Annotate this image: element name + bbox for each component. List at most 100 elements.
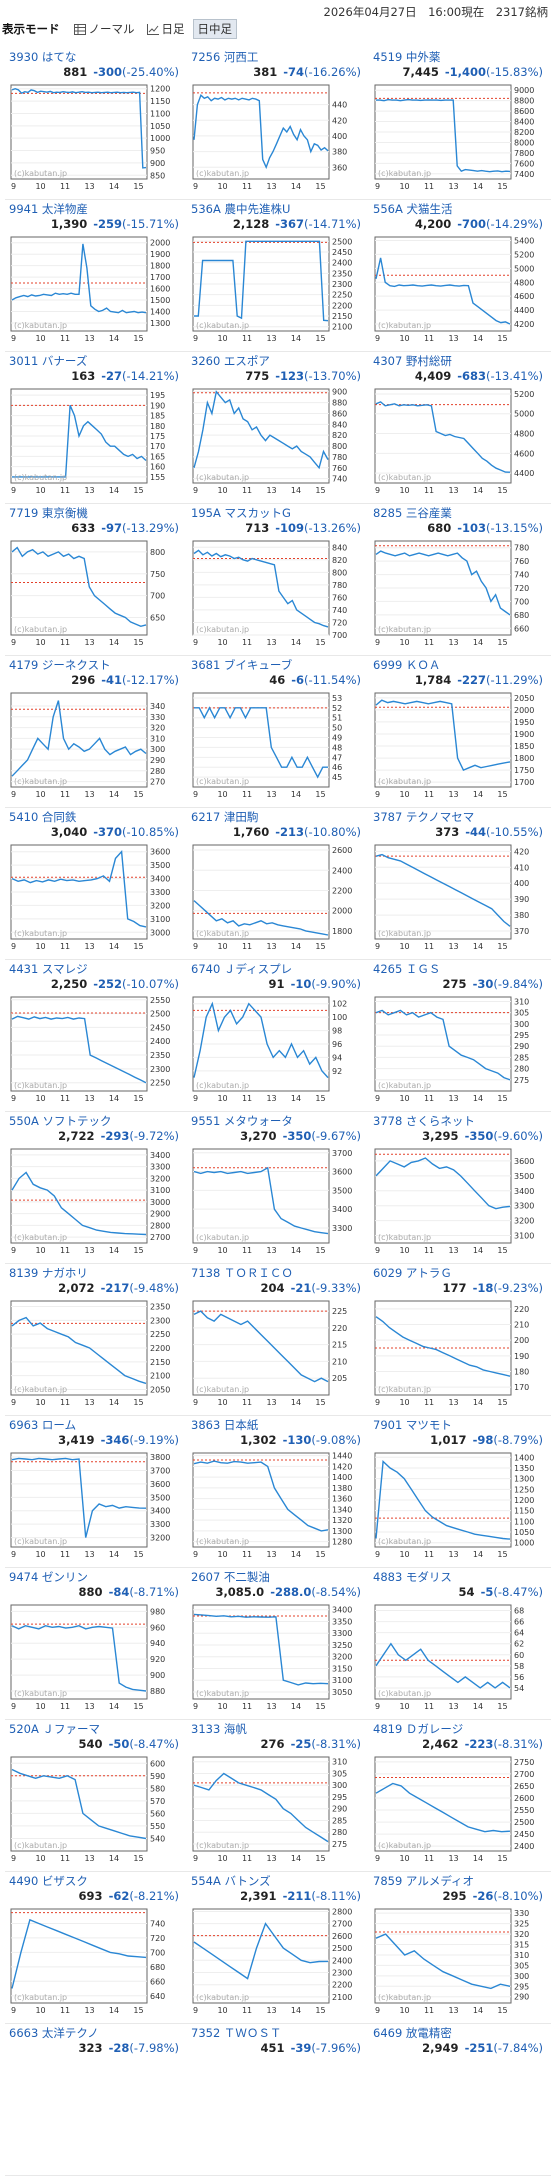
stock-name[interactable]: マツモト	[402, 1418, 452, 1432]
intraday-chart[interactable]: 1200 1150 1100 1050 1000 950 900 850 9 10 11 13 14 15…	[9, 83, 183, 193]
stock-title[interactable]: 4307 野村総研	[373, 353, 452, 369]
stock-name[interactable]: ＴＯＲＩＣＯ	[220, 1266, 293, 1280]
stock-code[interactable]: 7138	[191, 1266, 221, 1280]
stock-code[interactable]: 6963	[9, 1418, 39, 1432]
stock-code[interactable]: 6217	[191, 810, 221, 824]
stock-title[interactable]: 4179 ジーネクスト	[9, 657, 111, 673]
stock-code[interactable]: 3260	[191, 354, 221, 368]
stock-code[interactable]: 3681	[191, 658, 221, 672]
intraday-chart[interactable]: 800 750 700 650 9 10 11 13 14 15 (c)kabutan.jp	[9, 539, 183, 649]
stock-name[interactable]: 三谷産業	[402, 506, 452, 520]
stock-code[interactable]: 9941	[9, 202, 39, 216]
intraday-chart[interactable]: 310 305 300 295 290 285 280 275 9 10 11 13 14 15 (c)ka…	[373, 995, 547, 1105]
stock-name[interactable]: テクノマセマ	[402, 810, 475, 824]
stock-title[interactable]: 3260 エスポア	[191, 353, 270, 369]
stock-code[interactable]: 7719	[9, 506, 39, 520]
intraday-chart[interactable]: 2800 2700 2600 2500 2400 2300 2200 2100 9 10 11 13 1…	[191, 1907, 365, 2017]
intraday-chart[interactable]: 3400 3300 3200 3100 3000 2900 2800 2700 9 10 11 13 1…	[9, 1147, 183, 1257]
stock-title[interactable]: 8139 ナガホリ	[9, 1265, 88, 1281]
stock-card[interactable]: 6029 アトラＧ 177 -18(-9.23%) 220 210 200 190 180 17…	[369, 1263, 551, 1416]
intraday-chart[interactable]: 2000 1900 1800 1700 1600 1500 1400 1300 9 10 11 13 1…	[9, 235, 183, 345]
stock-title[interactable]: 7352 ＴＷＯＳＴ	[191, 2025, 281, 2041]
stock-name[interactable]: 東京衡機	[38, 506, 88, 520]
stock-name[interactable]: 河西工	[220, 50, 259, 64]
stock-name[interactable]: Ｄガレージ	[402, 1722, 464, 1736]
stock-card[interactable]: 195A マスカットG 713 -109(-13.26%) 840 820 800 780 7…	[187, 503, 369, 656]
stock-title[interactable]: 6999 ＫＯＡ	[373, 657, 440, 673]
stock-title[interactable]: 6963 ローム	[9, 1417, 76, 1433]
stock-name[interactable]: マスカットG	[220, 506, 291, 520]
stock-code[interactable]: 7859	[373, 1874, 403, 1888]
stock-name[interactable]: 太洋テクノ	[38, 2026, 99, 2040]
intraday-chart[interactable]: 780 760 740 720 700 680 660 9 10 11 13 14 15 (c)kabut…	[373, 539, 547, 649]
stock-code[interactable]: 3863	[191, 1418, 221, 1432]
stock-title[interactable]: 3681 ブイキューブ	[191, 657, 292, 673]
mode-daily-button[interactable]: 日足	[143, 20, 189, 38]
intraday-chart[interactable]: 2050 2000 1950 1900 1850 1800 1750 1700 9 10 11 13 1…	[373, 691, 547, 801]
stock-title[interactable]: 9551 メタウォータ	[191, 1113, 293, 1129]
stock-name[interactable]: ビザスク	[38, 1874, 88, 1888]
stock-title[interactable]: 520A Ｊファーマ	[9, 1721, 100, 1737]
stock-code[interactable]: 4883	[373, 1570, 403, 1584]
stock-card[interactable]: 3787 テクノマセマ 373 -44(-10.55%) 420 410 400 390 38…	[369, 807, 551, 960]
intraday-chart[interactable]: 2600 2400 2200 2000 1800 9 10 11 13 14 15 (c)kabuta…	[191, 843, 365, 953]
stock-title[interactable]: 7256 河西工	[191, 49, 258, 65]
intraday-chart[interactable]: 3600 3500 3400 3300 3200 3100 9 10 11 13 14 15 (c)ka…	[373, 1147, 547, 1257]
intraday-chart[interactable]: 420 410 400 390 380 370 9 10 11 13 14 15 (c)kabutan.…	[373, 843, 547, 953]
stock-code[interactable]: 4265	[373, 962, 403, 976]
stock-name[interactable]: バトンズ	[220, 1874, 271, 1888]
stock-code[interactable]: 3930	[9, 50, 39, 64]
stock-name[interactable]: 野村総研	[402, 354, 452, 368]
stock-card[interactable]: 5410 合同鉄 3,040 -370(-10.85%) 3600 3500 3400 33…	[5, 807, 187, 960]
stock-card[interactable]: 4265 ＩＧＳ 275 -30(-9.84%) 310 305 300 295 290 285…	[369, 959, 551, 1112]
stock-title[interactable]: 7138 ＴＯＲＩＣＯ	[191, 1265, 293, 1281]
stock-code[interactable]: 6663	[9, 2026, 39, 2040]
stock-title[interactable]: 4819 Ｄガレージ	[373, 1721, 463, 1737]
stock-code[interactable]: 3011	[9, 354, 39, 368]
stock-card[interactable]: 3863 日本紙 1,302 -130(-9.08%) 1440 1420 1400 138…	[187, 1415, 369, 1568]
stock-name[interactable]: Ｊファーマ	[38, 1722, 100, 1736]
stock-code[interactable]: 6029	[373, 1266, 403, 1280]
stock-card[interactable]: 7719 東京衡機 633 -97(-13.29%) 800 750 700 650 9 10 1…	[5, 503, 187, 656]
stock-name[interactable]: エスポア	[220, 354, 270, 368]
intraday-chart[interactable]: 310 305 300 295 290 285 280 275 9 10 11 13 14 15 (c)ka…	[191, 1755, 365, 1865]
stock-code[interactable]: 3778	[373, 1114, 403, 1128]
stock-card[interactable]: 6963 ローム 3,419 -346(-9.19%) 3800 3700 3600 350…	[5, 1415, 187, 1568]
stock-name[interactable]: ソフトテック	[38, 1114, 112, 1128]
stock-name[interactable]: はてな	[38, 50, 77, 64]
intraday-chart[interactable]: 2750 2700 2650 2600 2550 2500 2450 2400 9 10 11 13 1…	[373, 1755, 547, 1865]
stock-code[interactable]: 3133	[191, 1722, 221, 1736]
stock-card[interactable]: 3133 海帆 276 -25(-8.31%) 310 305 300 295 290 285 2…	[187, 1719, 369, 1872]
stock-title[interactable]: 4519 中外薬	[373, 49, 440, 65]
stock-code[interactable]: 2607	[191, 1570, 221, 1584]
stock-title[interactable]: 3011 バナーズ	[9, 353, 87, 369]
stock-card[interactable]: 2607 不二製油 3,085.0 -288.0(-8.54%) 3400 3350 33…	[187, 1567, 369, 1720]
stock-title[interactable]: 9474 ゼンリン	[9, 1569, 88, 1585]
stock-title[interactable]: 536A 農中先進株U	[191, 201, 290, 217]
mode-intraday-button[interactable]: 日中足	[192, 19, 237, 39]
stock-name[interactable]: ローム	[38, 1418, 77, 1432]
stock-title[interactable]: 8285 三谷産業	[373, 505, 452, 521]
stock-card[interactable]: 9941 太洋物産 1,390 -259(-15.71%) 2000 1900 1800 1…	[5, 199, 187, 352]
stock-title[interactable]: 5410 合同鉄	[9, 809, 76, 825]
stock-card[interactable]: 7859 アルメディオ 295 -26(-8.10%) 330 325 320 315 310…	[369, 1871, 551, 2024]
stock-name[interactable]: 犬猫生活	[402, 202, 453, 216]
stock-title[interactable]: 195A マスカットG	[191, 505, 291, 521]
stock-card[interactable]: 3778 さくらネット 3,295 -350(-9.60%) 3600 3500 3400…	[369, 1111, 551, 1264]
stock-name[interactable]: ブイキューブ	[220, 658, 293, 672]
stock-code[interactable]: 6469	[373, 2026, 403, 2040]
stock-title[interactable]: 4490 ビザスク	[9, 1873, 88, 1889]
intraday-chart[interactable]: 68 66 64 62 60 58 56 54 9 10 11 13 14 15 (c)kabutan.jp	[373, 1603, 547, 1713]
stock-name[interactable]: アトラＧ	[402, 1266, 452, 1280]
intraday-chart[interactable]: 3400 3350 3300 3250 3200 3150 3100 3050 9 10 11 13 1…	[191, 1603, 365, 1713]
intraday-chart[interactable]: 600 590 580 570 560 550 540 9 10 11 13 14 15 (c)kabut…	[9, 1755, 183, 1865]
stock-title[interactable]: 3787 テクノマセマ	[373, 809, 474, 825]
stock-card[interactable]: 3930 はてな 881 -300(-25.40%) 1200 1150 1100 1050…	[5, 47, 187, 200]
stock-title[interactable]: 4265 ＩＧＳ	[373, 961, 440, 977]
stock-title[interactable]: 3863 日本紙	[191, 1417, 258, 1433]
